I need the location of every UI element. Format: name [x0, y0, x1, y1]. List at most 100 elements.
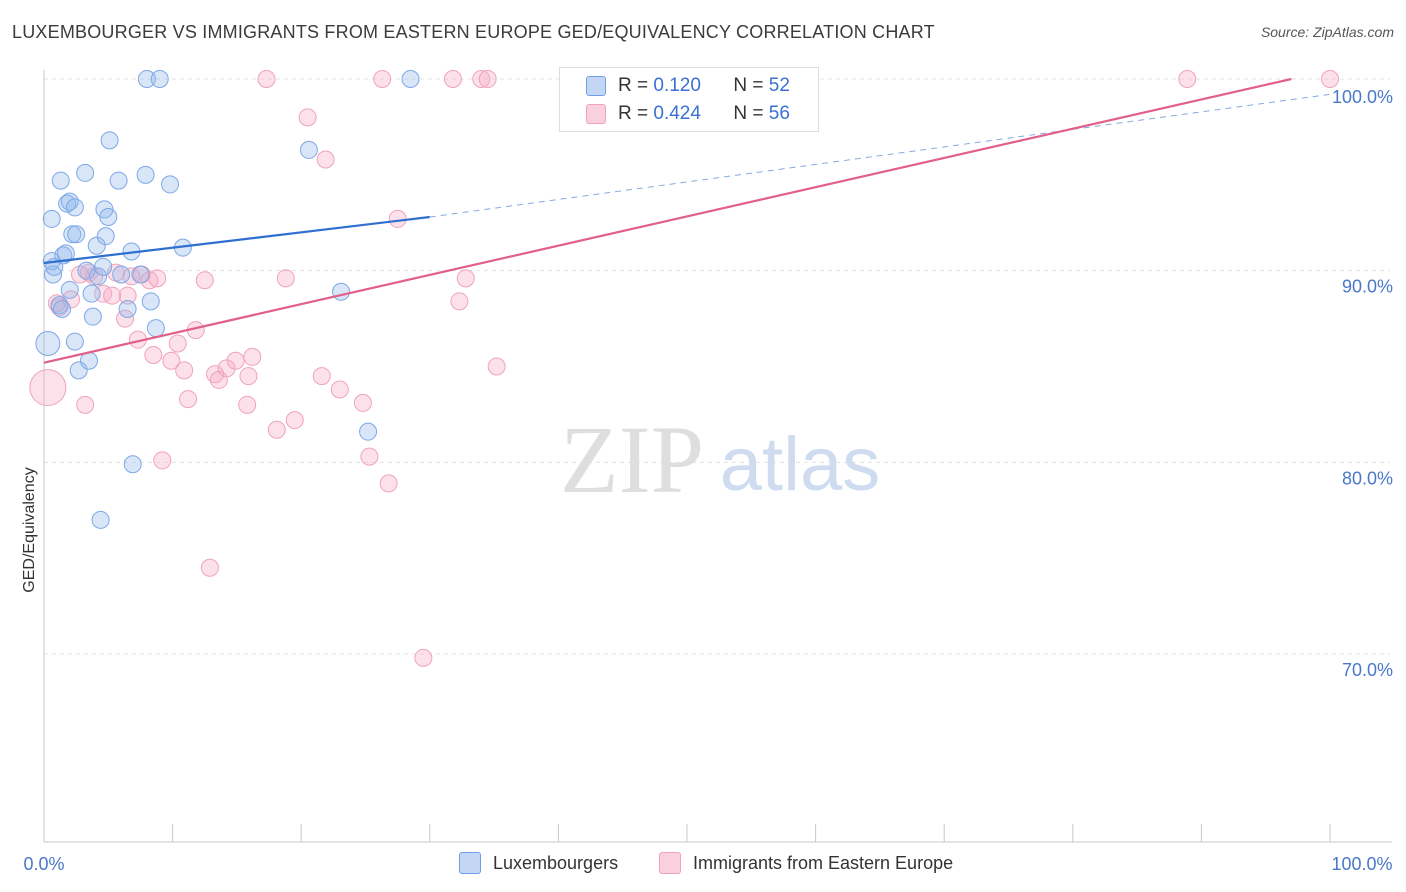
legend-swatch-blue: [459, 852, 481, 874]
data-point-luxembourgers: [99, 208, 118, 226]
y-tick-label: 100.0%: [1332, 87, 1393, 107]
data-point-luxembourgers: [56, 244, 75, 263]
data-point-luxembourgers: [65, 332, 84, 351]
data-point-immigrants: [312, 367, 331, 386]
data-point-immigrants: [267, 420, 286, 439]
data-point-luxembourgers: [109, 171, 128, 190]
data-point-immigrants: [257, 70, 276, 88]
data-point-immigrants: [162, 351, 181, 370]
y-tick-label: 70.0%: [1342, 660, 1393, 680]
data-point-immigrants: [276, 269, 295, 288]
data-point-immigrants: [226, 351, 245, 370]
r-value-blue: 0.120: [653, 75, 701, 96]
data-point-luxembourgers: [89, 267, 108, 286]
data-point-luxembourgers: [87, 236, 106, 255]
data-point-luxembourgers: [60, 192, 79, 211]
trend-line-immigrants: [43, 77, 1292, 364]
r-label: R =: [618, 75, 649, 96]
data-point-immigrants: [200, 558, 219, 577]
y-tick-label: 80.0%: [1342, 468, 1393, 488]
grid-lines: [44, 78, 1390, 655]
data-point-immigrants: [168, 334, 187, 353]
data-point-luxembourgers: [96, 227, 115, 246]
trend-line-luxembourgers: [43, 215, 430, 265]
tick-labels: 70.0% 80.0% 90.0% 100.0% 0.0% 100.0%: [23, 87, 1393, 874]
chart-title: LUXEMBOURGER VS IMMIGRANTS FROM EASTERN …: [12, 22, 935, 42]
data-point-immigrants: [478, 70, 497, 88]
data-point-immigrants: [29, 369, 67, 407]
data-point-immigrants: [379, 474, 398, 493]
swatch-pink: [586, 104, 606, 124]
data-point-luxembourgers: [359, 422, 378, 441]
y-axis-label: GED/Equivalency: [21, 467, 38, 593]
series-legend: Luxembourgers Immigrants from Eastern Eu…: [0, 852, 1406, 878]
y-tick-label: 90.0%: [1342, 277, 1393, 297]
watermark-atlas: atlas: [720, 422, 881, 507]
n-value-blue: 52: [768, 75, 790, 96]
data-point-luxembourgers: [53, 300, 72, 318]
legend-item-luxembourgers[interactable]: Luxembourgers: [459, 852, 618, 874]
data-point-luxembourgers: [76, 163, 95, 182]
data-point-immigrants: [330, 380, 349, 399]
trend-line-luxembourgers-extension: [429, 93, 1331, 218]
data-point-immigrants: [217, 359, 236, 378]
data-point-immigrants: [472, 70, 491, 88]
legend-label-immigrants: Immigrants from Eastern Europe: [693, 852, 954, 873]
data-point-immigrants: [175, 361, 194, 380]
data-point-luxembourgers: [136, 165, 155, 184]
legend-swatch-pink: [659, 852, 681, 874]
data-point-immigrants: [443, 70, 462, 88]
legend-item-immigrants[interactable]: Immigrants from Eastern Europe: [659, 852, 953, 874]
r-value-pink: 0.424: [653, 103, 701, 124]
data-point-luxembourgers: [44, 265, 63, 284]
data-point-luxembourgers: [100, 131, 119, 150]
data-point-luxembourgers: [67, 225, 86, 244]
series-immigrants-points: [29, 70, 1339, 667]
data-point-immigrants: [373, 70, 392, 88]
data-point-luxembourgers: [150, 70, 169, 88]
x-tick-label-max: 100.0%: [1331, 854, 1392, 874]
data-point-luxembourgers: [82, 284, 101, 303]
data-point-luxembourgers: [65, 198, 84, 217]
data-point-luxembourgers: [94, 257, 113, 276]
data-point-immigrants: [62, 290, 81, 309]
data-point-immigrants: [285, 411, 304, 430]
stats-legend: R = 0.120 N = 52 R = 0.424 N = 56: [559, 67, 819, 132]
data-point-luxembourgers: [112, 265, 131, 284]
trend-lines: [43, 77, 1331, 364]
data-point-immigrants: [353, 393, 372, 412]
data-point-luxembourgers: [35, 331, 61, 356]
data-point-luxembourgers: [131, 265, 150, 284]
data-point-immigrants: [360, 447, 379, 466]
data-point-immigrants: [487, 357, 506, 376]
x-tick-label-min: 0.0%: [23, 854, 64, 874]
data-point-immigrants: [179, 390, 198, 409]
data-point-luxembourgers: [146, 319, 165, 338]
data-point-immigrants: [239, 367, 258, 386]
axes: [43, 70, 1392, 843]
data-point-luxembourgers: [123, 455, 142, 474]
data-point-immigrants: [1178, 70, 1197, 88]
data-point-immigrants: [103, 286, 122, 305]
data-point-immigrants: [414, 648, 433, 667]
data-point-immigrants: [450, 292, 469, 311]
data-point-luxembourgers: [51, 171, 70, 190]
data-point-immigrants: [148, 269, 167, 288]
data-point-luxembourgers: [161, 175, 180, 194]
series-luxembourgers-points: [35, 70, 420, 529]
n-label: N =: [733, 75, 764, 96]
r-label: R =: [618, 103, 649, 124]
stats-row-luxembourgers: R = 0.120 N = 52: [560, 72, 818, 100]
y-axis-label-wrap: GED/Equivalency: [10, 380, 50, 680]
data-point-luxembourgers: [60, 280, 79, 299]
source-label: Source: ZipAtlas.com: [1260, 24, 1394, 40]
data-point-luxembourgers: [77, 261, 96, 280]
data-point-immigrants: [153, 451, 172, 470]
data-point-immigrants: [144, 346, 163, 364]
data-point-immigrants: [238, 395, 257, 414]
data-point-immigrants: [298, 108, 317, 127]
data-point-immigrants: [456, 269, 475, 288]
data-point-immigrants: [1321, 70, 1339, 88]
data-point-immigrants: [316, 150, 335, 169]
